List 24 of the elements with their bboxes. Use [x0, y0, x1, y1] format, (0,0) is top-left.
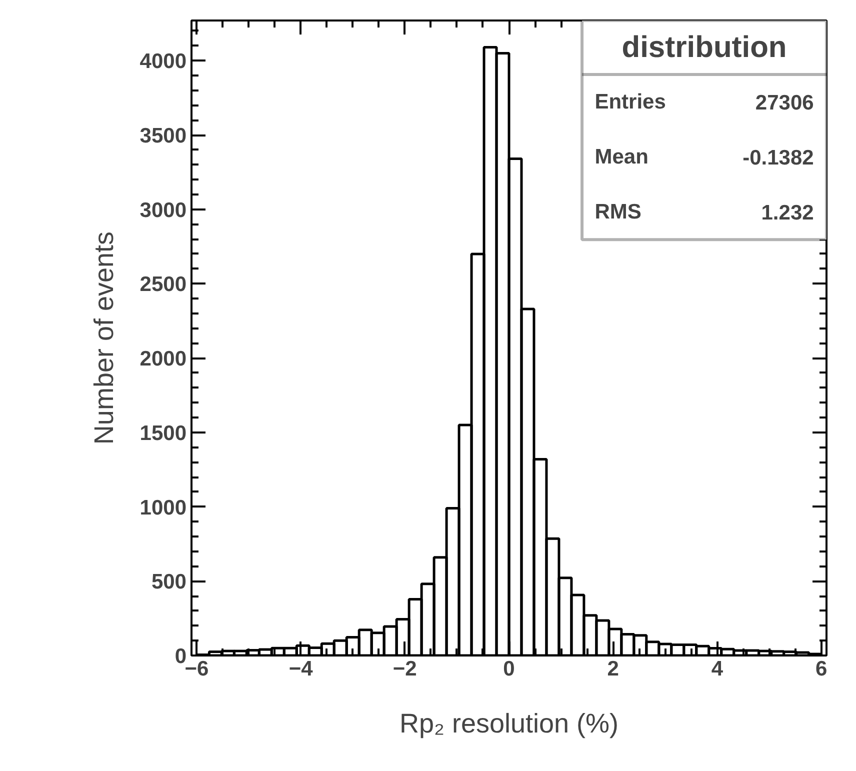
- annotation: 27306: [755, 91, 814, 114]
- annotation: Mean: [594, 146, 648, 169]
- chart-title: distribution: [622, 30, 787, 64]
- y-tick-label: 1000: [140, 496, 186, 520]
- x-axis-title: Rp₂ resolution (%): [399, 708, 619, 738]
- annotation: RMS: [594, 200, 642, 224]
- y-tick-label: 2000: [140, 348, 186, 371]
- x-tick-label: 6: [815, 658, 828, 680]
- x-tick-label: 2: [607, 658, 619, 680]
- x-tick-label: −2: [392, 658, 417, 680]
- y-tick-label: 3000: [140, 198, 186, 222]
- y-tick-label: 4000: [140, 50, 186, 74]
- x-tick-label: −6: [184, 658, 209, 680]
- x-tick-label: 4: [711, 658, 724, 680]
- y-tick-label: 1500: [140, 422, 186, 445]
- annotation: Entries: [594, 90, 666, 114]
- y-tick-label: 500: [151, 570, 187, 594]
- annotation: -0.1382: [742, 146, 814, 170]
- y-axis-title: Number of events: [88, 231, 119, 445]
- x-tick-label: 0: [503, 658, 515, 680]
- annotation: 1.232: [761, 202, 814, 225]
- x-tick-label: −4: [288, 658, 314, 680]
- y-tick-label: 3500: [140, 124, 186, 148]
- y-tick-label: 2500: [140, 273, 186, 296]
